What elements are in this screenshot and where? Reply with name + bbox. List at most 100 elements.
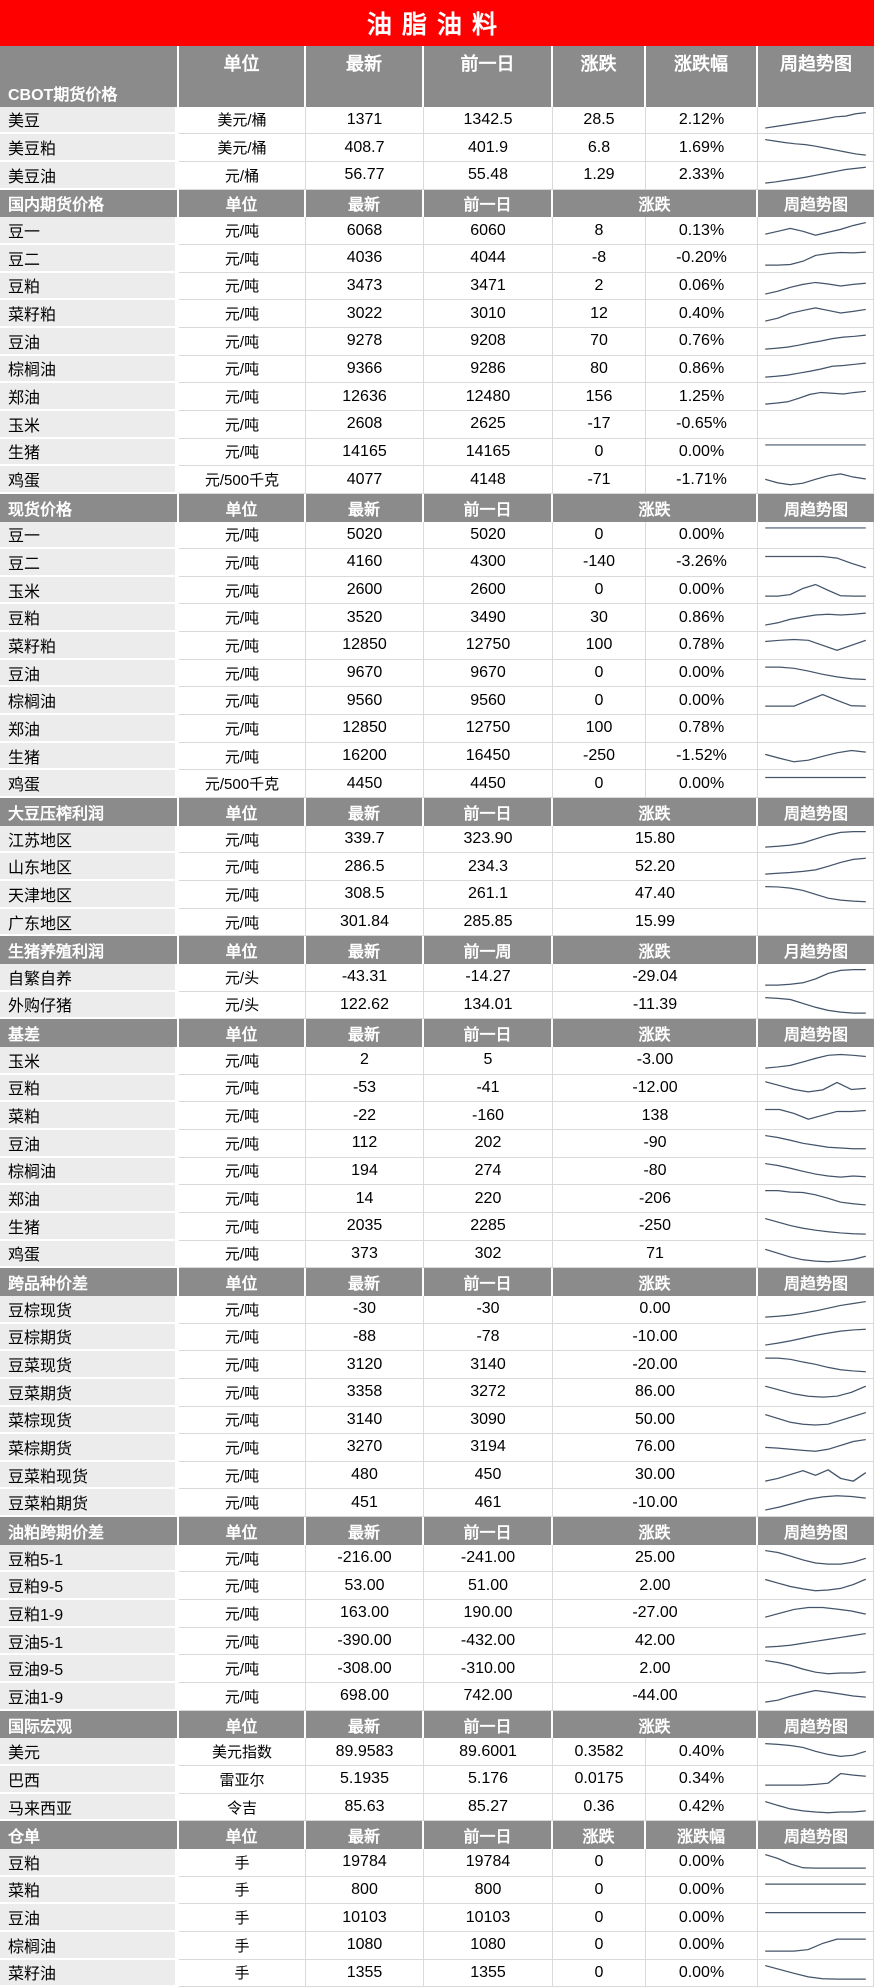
row-label: 玉米 xyxy=(0,1046,179,1075)
row-label: 鸡蛋 xyxy=(0,466,179,494)
trend-sparkline-cell xyxy=(758,1046,874,1075)
table-row-inter-delivery-spread: 豆油5-1 元/吨 -390.00 -432.00 42.00 xyxy=(0,1627,874,1656)
previous-value: 55.48 xyxy=(424,161,553,190)
change-value: -250 xyxy=(553,1212,758,1241)
unit-value: 令吉 xyxy=(179,1793,306,1822)
trend-sparkline-cell xyxy=(758,1904,874,1932)
trend-sparkline-cell xyxy=(758,576,874,605)
column-header-row: 单位 最新 前一日 涨跌 涨跌幅 周趋势图 xyxy=(0,46,874,79)
trend-sparkline-chart xyxy=(765,639,867,652)
change-value: 0 xyxy=(553,1876,646,1905)
trend-sparkline-cell xyxy=(758,161,874,190)
table-row-spot-prices: 生猪 元/吨 16200 16450 -250 -1.52% xyxy=(0,742,874,771)
row-label: 江苏地区 xyxy=(0,825,179,854)
trend-sparkline-chart xyxy=(764,1080,866,1093)
change-value: 0 xyxy=(553,1849,646,1877)
unit-value: 元/吨 xyxy=(179,742,306,771)
latest-value: 9278 xyxy=(306,327,424,356)
row-label: 菜籽粕 xyxy=(0,300,179,328)
row-label: 豆粕 xyxy=(0,604,179,633)
row-label: 豆菜现货 xyxy=(0,1351,179,1379)
previous-value: 234.3 xyxy=(424,853,553,882)
trend-sparkline-chart xyxy=(765,362,866,378)
header-trend: 周趋势图 xyxy=(758,46,874,79)
previous-value: 3010 xyxy=(424,300,553,328)
row-label: 豆油 xyxy=(0,1129,179,1158)
unit-value: 元/吨 xyxy=(179,576,306,605)
previous-value: 16450 xyxy=(424,742,553,771)
latest-value: 1355 xyxy=(306,1959,424,1988)
unit-value: 元/吨 xyxy=(179,327,306,356)
change-value: 76.00 xyxy=(553,1434,758,1462)
previous-value: 6060 xyxy=(424,217,553,245)
section-header-change: 涨跌 xyxy=(553,798,758,826)
trend-sparkline-chart xyxy=(765,1053,866,1069)
section-title: CBOT期货价格 xyxy=(0,79,179,107)
change-value: 70 xyxy=(553,327,646,356)
unit-value: 美元指数 xyxy=(179,1738,306,1767)
change-pct-value: 0.78% xyxy=(646,632,758,660)
change-value: 0 xyxy=(553,687,646,716)
trend-sparkline-chart xyxy=(764,1411,867,1426)
trend-sparkline-chart xyxy=(765,1162,866,1178)
change-pct-value: 0.86% xyxy=(646,355,758,384)
change-pct-value: 0.13% xyxy=(646,217,758,245)
latest-value: 9366 xyxy=(306,355,424,384)
change-value: 100 xyxy=(553,632,646,660)
table-row-domestic-futures: 生猪 元/吨 14165 14165 0 0.00% xyxy=(0,438,874,467)
section-header-latest: 最新 xyxy=(306,1517,424,1545)
latest-value: -216.00 xyxy=(306,1544,424,1573)
previous-value: 9286 xyxy=(424,355,553,384)
row-label: 豆油1-9 xyxy=(0,1683,179,1711)
change-value: -10.00 xyxy=(553,1489,758,1518)
previous-value: 10103 xyxy=(424,1904,553,1932)
change-pct-value: 0.00% xyxy=(646,438,758,467)
table-row-cbot-futures: 美豆油 元/桶 56.77 55.48 1.29 2.33% xyxy=(0,161,874,190)
unit-value: 元/吨 xyxy=(179,604,306,633)
latest-value: 53.00 xyxy=(306,1572,424,1601)
change-value: 12 xyxy=(553,300,646,328)
unit-value: 元/吨 xyxy=(179,1489,306,1518)
trend-sparkline-cell xyxy=(758,1323,874,1352)
row-label: 棕榈油 xyxy=(0,1157,179,1186)
trend-sparkline-cell xyxy=(758,1378,874,1407)
change-value: 0 xyxy=(553,576,646,605)
previous-value: 134.01 xyxy=(424,991,553,1020)
trend-sparkline-chart xyxy=(765,777,866,779)
previous-value: 5 xyxy=(424,1046,553,1075)
unit-value: 美元/桶 xyxy=(179,106,306,135)
change-pct-value: 2.12% xyxy=(646,106,758,135)
section-title: 生猪养殖利润 xyxy=(0,936,179,964)
unit-value: 元/吨 xyxy=(179,355,306,384)
previous-value: 3272 xyxy=(424,1378,553,1407)
section-header-blank xyxy=(179,79,306,107)
change-value: 80 xyxy=(553,355,646,384)
change-value: 15.80 xyxy=(553,825,758,854)
change-value: -206 xyxy=(553,1185,758,1213)
unit-value: 元/吨 xyxy=(179,715,306,743)
section-header-trend: 周趋势图 xyxy=(758,1821,874,1849)
section-title: 基差 xyxy=(0,1019,179,1047)
previous-value: 14165 xyxy=(424,438,553,467)
latest-value: 19784 xyxy=(306,1849,424,1877)
unit-value: 元/吨 xyxy=(179,1102,306,1130)
trend-sparkline-cell xyxy=(758,1434,874,1462)
table-row-spot-prices: 棕榈油 元/吨 9560 9560 0 0.00% xyxy=(0,687,874,716)
change-pct-value: 0.00% xyxy=(646,1959,758,1988)
trend-sparkline-chart xyxy=(765,281,866,295)
change-value: 6.8 xyxy=(553,134,646,162)
section-header-blank xyxy=(646,79,758,107)
trend-sparkline-chart xyxy=(765,1912,866,1914)
change-value: -3.00 xyxy=(553,1046,758,1075)
section-header-trend: 月趋势图 xyxy=(758,936,874,964)
previous-value: 3140 xyxy=(424,1351,553,1379)
unit-value: 元/吨 xyxy=(179,1378,306,1407)
table-row-domestic-futures: 豆一 元/吨 6068 6060 8 0.13% xyxy=(0,217,874,245)
trend-sparkline-chart xyxy=(765,1660,866,1675)
table-row-inter-delivery-spread: 豆粕9-5 元/吨 53.00 51.00 2.00 xyxy=(0,1572,874,1601)
trend-sparkline-chart xyxy=(764,1606,866,1618)
trend-sparkline-chart xyxy=(764,1385,867,1398)
change-pct-value: 0.00% xyxy=(646,576,758,605)
row-label: 豆一 xyxy=(0,521,179,550)
